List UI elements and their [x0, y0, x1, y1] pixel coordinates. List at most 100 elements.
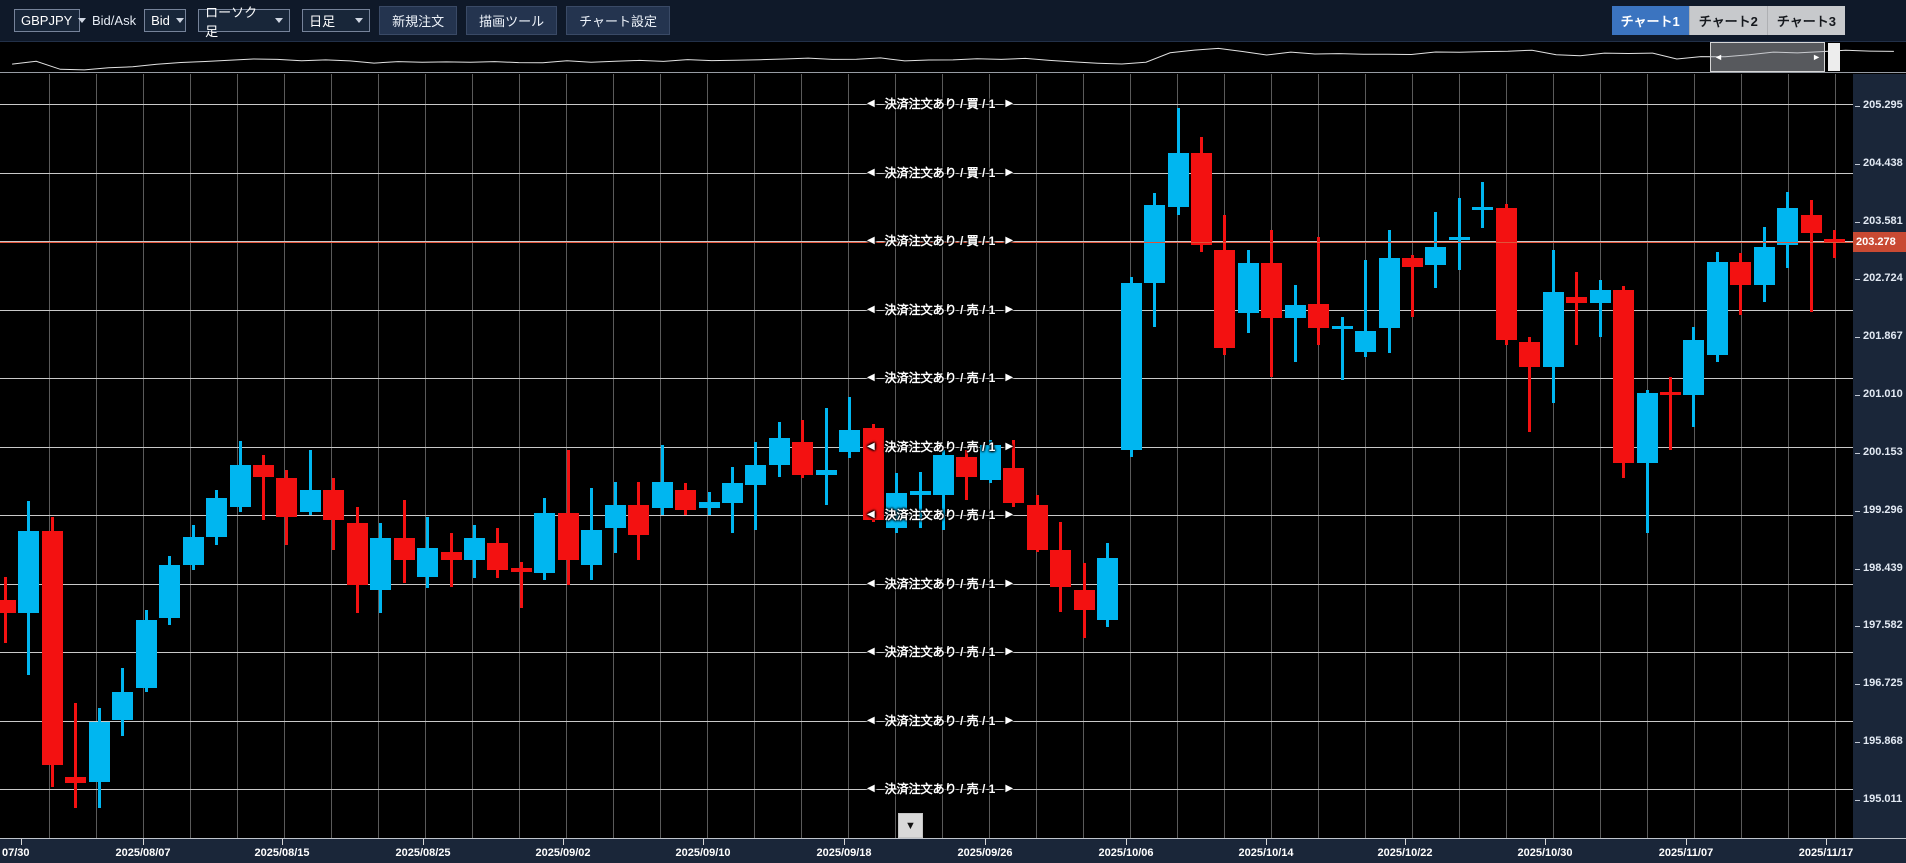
candle-wick	[848, 397, 851, 458]
order-line-label[interactable]: ◀ 決済注文あり / 売 / 1 ▶	[852, 438, 1028, 455]
order-line-label[interactable]: ◀ 決済注文あり / 売 / 1 ▶	[852, 780, 1028, 797]
timeframe-select[interactable]: 日足	[302, 9, 371, 32]
candle	[300, 490, 321, 512]
scroll-left-icon[interactable]: ◄	[1714, 52, 1723, 62]
order-label-right-arrow-icon[interactable]: ▶	[1005, 441, 1014, 452]
tab-chart-2[interactable]: チャート2	[1688, 6, 1767, 35]
price-axis-label: 195.011	[1863, 793, 1903, 805]
order-label-right-arrow-icon[interactable]: ▶	[1005, 509, 1014, 520]
price-tick	[1855, 511, 1860, 512]
order-label-left-arrow-icon[interactable]: ◀	[866, 715, 875, 726]
collapse-orders-button[interactable]: ▼	[898, 813, 923, 838]
chart-type-select[interactable]: ローソク足	[198, 5, 291, 39]
tab-chart-1[interactable]: チャート1	[1611, 6, 1689, 35]
date-axis-label: 2025/10/30	[1517, 847, 1573, 859]
candle	[1519, 342, 1540, 367]
order-label-left-arrow-icon[interactable]: ◀	[866, 98, 875, 109]
candle-wick	[74, 703, 77, 808]
order-label-left-arrow-icon[interactable]: ◀	[866, 372, 875, 383]
order-label-right-arrow-icon[interactable]: ▶	[1005, 167, 1014, 178]
candle-wick	[520, 562, 523, 608]
candlestick-chart[interactable]: ◀ 決済注文あり / 買 / 1 ▶ ◀ 決済注文あり / 買 / 1 ▶ ◀ 決済注文あり …	[0, 74, 1853, 838]
order-line-label[interactable]: ◀ 決済注文あり / 売 / 1 ▶	[852, 369, 1028, 386]
date-tick	[1405, 839, 1406, 845]
price-tick	[1855, 626, 1860, 627]
order-label-left-arrow-icon[interactable]: ◀	[866, 441, 875, 452]
order-line	[0, 310, 1853, 311]
order-label-text: 決済注文あり / 売 / 1	[884, 645, 996, 659]
order-label-left-arrow-icon[interactable]: ◀	[866, 235, 875, 246]
order-line	[0, 721, 1853, 722]
candle	[1214, 250, 1235, 348]
order-label-left-arrow-icon[interactable]: ◀	[866, 509, 875, 520]
date-tick	[1545, 839, 1546, 845]
order-label-left-arrow-icon[interactable]: ◀	[866, 578, 875, 589]
chart-type-select-value: ローソク足	[205, 4, 258, 39]
order-label-left-arrow-icon[interactable]: ◀	[866, 783, 875, 794]
current-price-line	[0, 242, 1853, 243]
order-label-right-arrow-icon[interactable]: ▶	[1005, 578, 1014, 589]
order-label-right-arrow-icon[interactable]: ▶	[1005, 372, 1014, 383]
price-axis-label: 201.867	[1863, 330, 1903, 342]
vertical-gridline	[1694, 74, 1695, 838]
order-label-left-arrow-icon[interactable]: ◀	[866, 646, 875, 657]
vertical-gridline	[331, 74, 332, 838]
candle-wick	[1458, 198, 1461, 270]
order-label-left-arrow-icon[interactable]: ◀	[866, 167, 875, 178]
order-line-label[interactable]: ◀ 決済注文あり / 買 / 1 ▶	[852, 164, 1028, 181]
order-line-label[interactable]: ◀ 決済注文あり / 売 / 1 ▶	[852, 712, 1028, 729]
candle-wick	[1669, 377, 1672, 450]
order-line-label[interactable]: ◀ 決済注文あり / 売 / 1 ▶	[852, 506, 1028, 523]
order-label-right-arrow-icon[interactable]: ▶	[1005, 783, 1014, 794]
candle	[230, 465, 251, 507]
vertical-gridline	[1412, 74, 1413, 838]
candle	[863, 428, 884, 520]
order-label-right-arrow-icon[interactable]: ▶	[1005, 715, 1014, 726]
order-line-label[interactable]: ◀ 決済注文あり / 買 / 1 ▶	[852, 95, 1028, 112]
date-tick	[143, 839, 144, 845]
candle-wick	[825, 408, 828, 505]
candle-wick	[1364, 260, 1367, 357]
candle	[18, 531, 39, 613]
candle	[1754, 247, 1775, 285]
toolbar-button[interactable]: 描画ツール	[466, 6, 558, 35]
order-label-right-arrow-icon[interactable]: ▶	[1005, 646, 1014, 657]
candle	[1730, 262, 1751, 285]
vertical-gridline	[1318, 74, 1319, 838]
order-line-label[interactable]: ◀ 決済注文あり / 売 / 1 ▶	[852, 301, 1028, 318]
candle-wick	[1317, 237, 1320, 345]
candle	[1472, 207, 1493, 210]
bid-ask-label: Bid/Ask	[92, 13, 137, 28]
scroll-right-icon[interactable]: ►	[1812, 52, 1821, 62]
candle	[1801, 215, 1822, 233]
order-label-right-arrow-icon[interactable]: ▶	[1005, 304, 1014, 315]
toolbar-button[interactable]: 新規注文	[379, 6, 458, 35]
order-label-text: 決済注文あり / 買 / 1	[884, 166, 996, 180]
overview-view-window[interactable]: ◄ ►	[1710, 42, 1825, 72]
candle	[89, 722, 110, 782]
symbol-select[interactable]: GBPJPY	[14, 9, 87, 32]
order-line-label[interactable]: ◀ 決済注文あり / 売 / 1 ▶	[852, 575, 1028, 592]
order-line	[0, 378, 1853, 379]
candle	[1238, 263, 1259, 313]
price-side-select[interactable]: Bid	[144, 9, 187, 32]
candle-wick	[1481, 182, 1484, 228]
price-axis-label: 200.153	[1863, 446, 1903, 458]
order-label-left-arrow-icon[interactable]: ◀	[866, 304, 875, 315]
order-line-label[interactable]: ◀ 決済注文あり / 買 / 1 ▶	[852, 232, 1028, 249]
vertical-gridline	[143, 74, 144, 838]
order-line-label[interactable]: ◀ 決済注文あり / 売 / 1 ▶	[852, 643, 1028, 660]
candle	[980, 445, 1001, 480]
vertical-gridline	[1271, 74, 1272, 838]
date-axis-label: 2025/11/17	[1798, 847, 1854, 859]
order-label-right-arrow-icon[interactable]: ▶	[1005, 98, 1014, 109]
price-axis-label: 199.296	[1863, 504, 1903, 516]
price-side-select-value: Bid	[151, 13, 170, 28]
order-line	[0, 447, 1853, 448]
toolbar-button[interactable]: チャート設定	[566, 6, 670, 35]
price-axis-label: 203.581	[1863, 215, 1903, 227]
tab-chart-3[interactable]: チャート3	[1766, 6, 1845, 35]
candle	[65, 777, 86, 783]
candle	[1097, 558, 1118, 620]
order-label-right-arrow-icon[interactable]: ▶	[1005, 235, 1014, 246]
